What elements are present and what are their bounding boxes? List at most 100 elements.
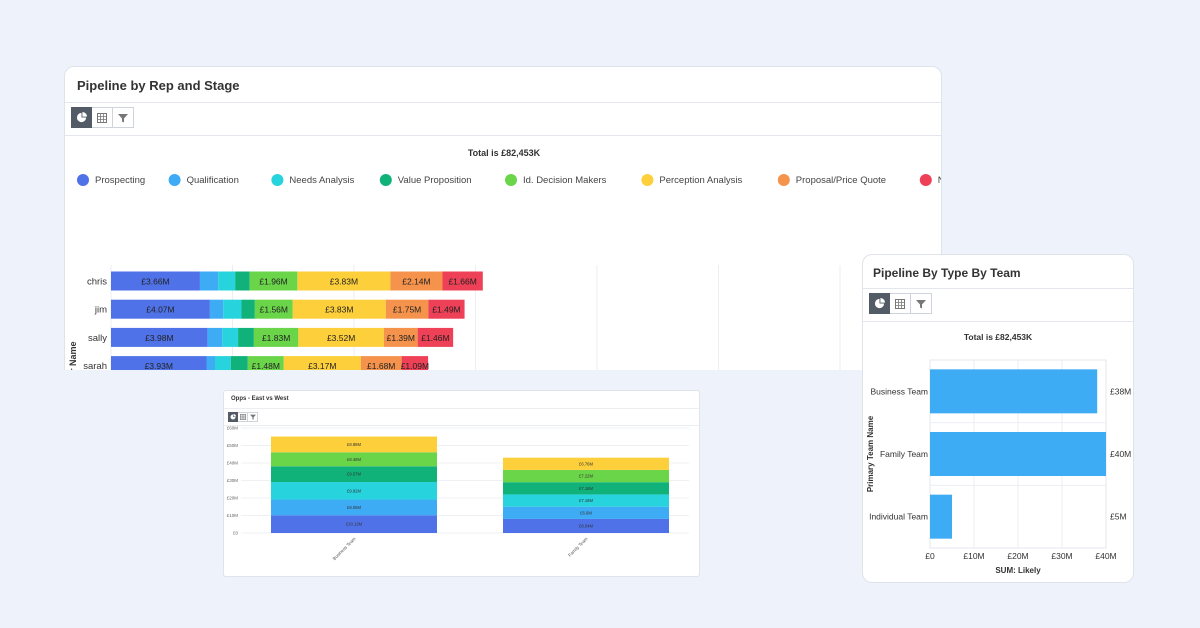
bar-segment[interactable] [199,271,219,291]
legend-label: Qualification [187,175,239,186]
data-label: £3.83M [330,277,358,287]
legend-marker [379,174,392,186]
bar-segment[interactable] [206,356,216,370]
bar-segment[interactable] [111,271,200,291]
card-header: Pipeline by Rep and Stage [65,67,941,103]
legend-marker [919,174,932,186]
bar-segment[interactable] [428,299,465,319]
bar-segment[interactable] [417,327,454,347]
chart-title: Total is £82,453K [468,148,541,158]
filter-button[interactable] [911,293,932,314]
bar-segment[interactable] [111,356,207,370]
legend-label: Needs Analysis [289,175,354,186]
legend-marker [641,174,654,186]
x-tick-label: £0 [925,551,935,561]
pipeline-by-team-card: Pipeline By Type By Team Total is £82,45… [862,254,1134,583]
bar-segment[interactable] [297,271,391,291]
bar-segment[interactable] [271,436,437,453]
legend-item[interactable]: Needs Analysis [271,174,355,186]
table-view-button[interactable] [92,107,113,128]
bar-segment[interactable] [401,356,429,370]
filter-button[interactable] [248,412,258,422]
bar-segment[interactable] [247,356,284,370]
legend-label: Perception Analysis [659,175,742,186]
bar-segment[interactable] [230,356,248,370]
data-label: £3.83M [325,305,353,315]
chart-view-button[interactable] [71,107,92,128]
bar[interactable] [930,432,1106,476]
y-tick-label: £30M [227,478,239,483]
card-title: Pipeline by Rep and Stage [77,78,240,93]
bar-segment[interactable] [503,457,669,470]
bar-segment[interactable] [218,271,236,291]
category-label: Business Team [871,386,928,396]
chart-toolbar [869,293,932,314]
bar-segment[interactable] [503,494,669,507]
x-tick-label: £10M [963,551,984,561]
legend-item[interactable]: Qualification [168,174,239,186]
legend-item[interactable]: Proposal/Price Quote [777,174,886,186]
chart-toolbar [71,107,134,128]
bar-segment[interactable] [442,271,483,291]
bar-segment[interactable] [283,356,361,370]
filter-button[interactable] [113,107,134,128]
legend-item[interactable]: Id. Decision Makers [505,174,607,186]
bar-segment[interactable] [111,327,208,347]
x-tick-label: £40M [1095,551,1116,561]
bar-segment[interactable] [215,356,231,370]
bar-segment[interactable] [503,506,669,519]
chart-view-button[interactable] [228,412,238,422]
y-tick-label: £60M [227,426,239,431]
data-label: £2.14M [402,277,430,287]
category-label: sally [88,333,107,344]
x-axis-label: SUM: Likely [995,566,1041,575]
card-header: Pipeline By Type By Team [863,255,1133,289]
bar-segment[interactable] [271,515,437,533]
bar-segment[interactable] [271,466,437,483]
bar-segment[interactable] [253,327,299,347]
bar-segment[interactable] [271,452,437,467]
legend-label: Proposal/Price Quote [796,175,886,186]
y-axis-label: User Name [68,341,78,370]
bar-segment[interactable] [235,271,250,291]
chart-view-button[interactable] [869,293,890,314]
bar-segment[interactable] [360,356,402,370]
filter-icon [249,414,256,420]
bar-segment[interactable] [111,299,210,319]
data-label: £9.06M [347,505,361,510]
bar-segment[interactable] [503,469,669,483]
table-view-button[interactable] [890,293,911,314]
bar-segment[interactable] [222,327,239,347]
bar-segment[interactable] [298,327,384,347]
east-west-chart: £0 £10M £20M £30M £40M £50M £60M £10.12M £9.06M £… [227,426,689,561]
y-tick-label: £50M [227,443,239,448]
legend-item[interactable]: Prospecting [77,174,145,186]
data-label: £6.6M [580,510,592,515]
chart-icon [230,414,236,420]
bar-segment[interactable] [503,482,669,495]
legend-marker [505,174,517,186]
bar-segment[interactable] [503,518,669,533]
bar-segment[interactable] [390,271,443,291]
card-title: Opps - East vs West [231,396,289,402]
bar-segment[interactable] [223,299,242,319]
legend-item[interactable]: Perception Analysis [641,174,743,186]
bar-segment[interactable] [271,499,437,516]
bar-segment[interactable] [383,327,418,347]
bar-segment[interactable] [249,271,298,291]
legend-item[interactable]: Negotiation/Review [919,174,942,186]
bar-segment[interactable] [238,327,254,347]
bar[interactable] [930,494,952,539]
legend-item[interactable]: Value Proposition [379,174,472,186]
bar-segment[interactable] [385,299,429,319]
bar-segment[interactable] [271,482,437,500]
table-view-button[interactable] [238,412,248,422]
bar-segment[interactable] [254,299,293,319]
bar[interactable] [930,369,1098,414]
legend-marker [77,174,89,186]
bar-segment[interactable] [292,299,386,319]
bar-segment[interactable] [209,299,224,319]
bar-segment[interactable] [207,327,223,347]
data-label: £3.93M [145,361,173,370]
bar-segment[interactable] [241,299,255,319]
